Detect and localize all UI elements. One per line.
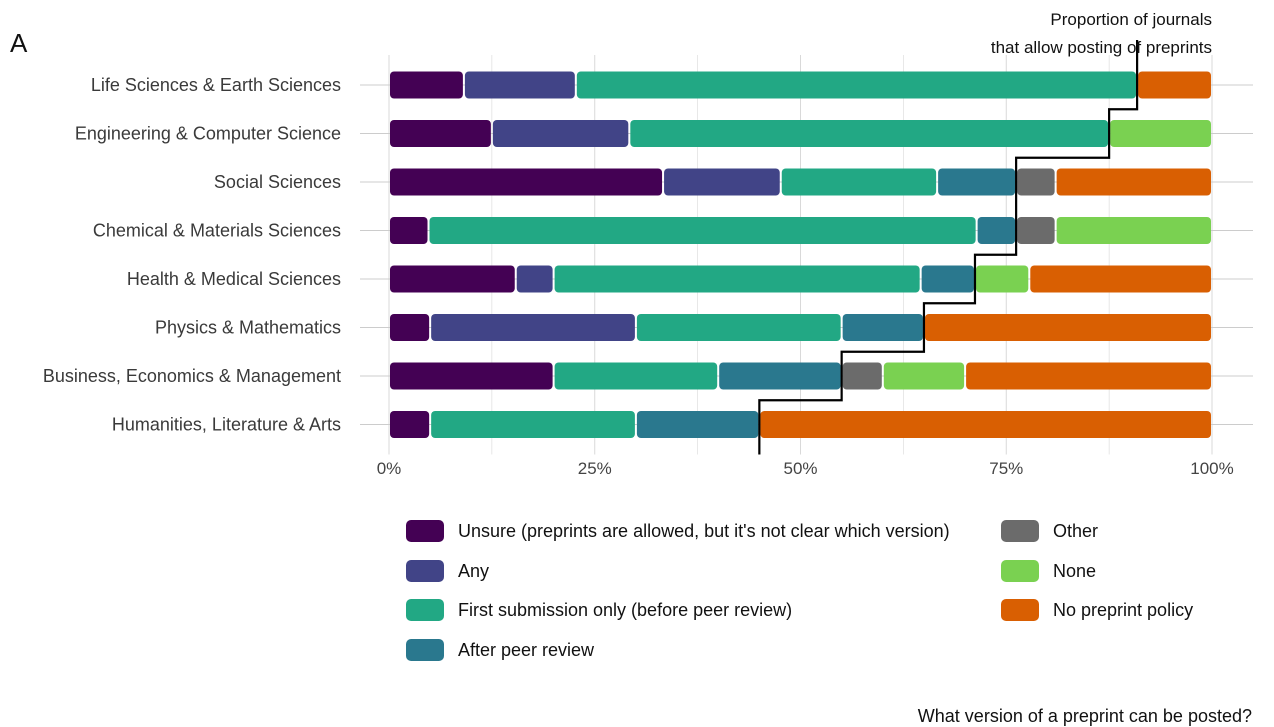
- bar-segment-other: [1017, 168, 1055, 196]
- legend-swatch: [1001, 599, 1039, 621]
- x-tick-label: 25%: [578, 459, 612, 478]
- bar-segment-after: [977, 217, 1016, 244]
- bar-segment-other: [1017, 217, 1055, 244]
- bar-segment-any: [492, 120, 629, 147]
- legend-swatch: [1001, 560, 1039, 582]
- bar-segment-any: [516, 265, 553, 293]
- category-label: Health & Medical Sciences: [127, 269, 341, 289]
- bar-segment-unsure: [390, 411, 430, 438]
- category-label: Engineering & Computer Science: [75, 124, 341, 144]
- legend-item-first: First submission only (before peer revie…: [406, 599, 792, 621]
- bar-segment-first: [636, 314, 841, 341]
- bar-segment-any: [664, 168, 780, 196]
- bar-segment-no_policy: [1138, 71, 1211, 99]
- x-tick-label: 75%: [989, 459, 1023, 478]
- legend-swatch: [406, 520, 444, 542]
- bar-segment-unsure: [390, 168, 663, 196]
- legend-label: Other: [1053, 520, 1099, 541]
- legend-item-other: Other: [1001, 520, 1098, 542]
- category-labels: Life Sciences & Earth Sciences Engineerin…: [43, 75, 341, 435]
- bar-segment-no_policy: [966, 362, 1211, 390]
- bar-segment-any: [431, 314, 635, 341]
- category-label: Business, Economics & Management: [43, 366, 341, 386]
- annotation-line-2: that allow posting of preprints: [990, 38, 1212, 57]
- legend-item-none: None: [1001, 560, 1096, 582]
- bars-layer: [390, 71, 1211, 438]
- bar-segment-unsure: [390, 120, 491, 147]
- step-line-annotation: Proportion of journals that allow postin…: [991, 6, 1212, 62]
- bar-segment-first: [431, 411, 635, 438]
- category-label: Chemical & Materials Sciences: [93, 221, 341, 241]
- bar-segment-unsure: [390, 265, 515, 293]
- bar-segment-after: [938, 168, 1016, 196]
- bar-segment-first: [554, 265, 920, 293]
- x-tick-label: 50%: [783, 459, 817, 478]
- bar-segment-after: [842, 314, 923, 341]
- bar-segment-first: [554, 362, 718, 390]
- allow-proportion-line: [758, 40, 1139, 455]
- panel-letter: A: [10, 28, 28, 58]
- bar-segment-any: [464, 71, 575, 99]
- bar-segment-after: [719, 362, 841, 390]
- legend-item-no_policy: No preprint policy: [1001, 599, 1193, 621]
- legend-item-unsure: Unsure (preprints are allowed, but it's …: [406, 520, 950, 542]
- bar-segment-no_policy: [1030, 265, 1211, 293]
- legend-label: After peer review: [458, 639, 595, 660]
- x-axis-ticks: 0% 25% 50% 75% 100%: [377, 459, 1234, 478]
- chart-caption: What version of a preprint can be posted…: [917, 706, 1252, 726]
- category-label: Social Sciences: [214, 172, 341, 192]
- legend-label: First submission only (before peer revie…: [458, 599, 793, 620]
- category-label: Life Sciences & Earth Sciences: [91, 75, 341, 95]
- bar-segment-after: [636, 411, 759, 438]
- bar-segment-none: [883, 362, 965, 390]
- bar-segment-no_policy: [1056, 168, 1211, 196]
- legend-swatch: [406, 599, 444, 621]
- bar-segment-none: [975, 265, 1029, 293]
- bar-segment-after: [921, 265, 974, 293]
- bar-segment-unsure: [390, 71, 463, 99]
- bar-segment-unsure: [390, 217, 428, 244]
- legend-label: None: [1053, 560, 1097, 581]
- x-tick-label: 100%: [1190, 459, 1233, 478]
- legend-swatch: [1001, 520, 1039, 542]
- bar-segment-no_policy: [924, 314, 1211, 341]
- legend-swatch: [406, 639, 444, 661]
- legend-swatch: [406, 560, 444, 582]
- bar-segment-first: [781, 168, 937, 196]
- grid-layer: [360, 55, 1253, 455]
- bar-segment-other: [842, 362, 882, 390]
- bar-segment-no_policy: [760, 411, 1211, 438]
- bar-segment-first: [576, 71, 1137, 99]
- bar-segment-first: [429, 217, 976, 244]
- category-label: Physics & Mathematics: [155, 318, 341, 338]
- bar-segment-unsure: [390, 314, 430, 341]
- legend-item-any: Any: [406, 560, 489, 582]
- x-tick-label: 0%: [377, 459, 402, 478]
- legend-label: Unsure (preprints are allowed, but it's …: [458, 520, 950, 541]
- category-label: Humanities, Literature & Arts: [112, 415, 341, 435]
- legend-label: Any: [458, 560, 490, 581]
- allow-proportion-step-line: [758, 40, 1139, 455]
- bar-segment-none: [1056, 217, 1211, 244]
- bar-segment-none: [1110, 120, 1211, 147]
- legend-label: No preprint policy: [1053, 599, 1194, 620]
- bar-segment-first: [630, 120, 1109, 147]
- annotation-line-1: Proportion of journals: [1050, 10, 1212, 29]
- legend-item-after: After peer review: [406, 639, 594, 661]
- bar-segment-unsure: [390, 362, 553, 390]
